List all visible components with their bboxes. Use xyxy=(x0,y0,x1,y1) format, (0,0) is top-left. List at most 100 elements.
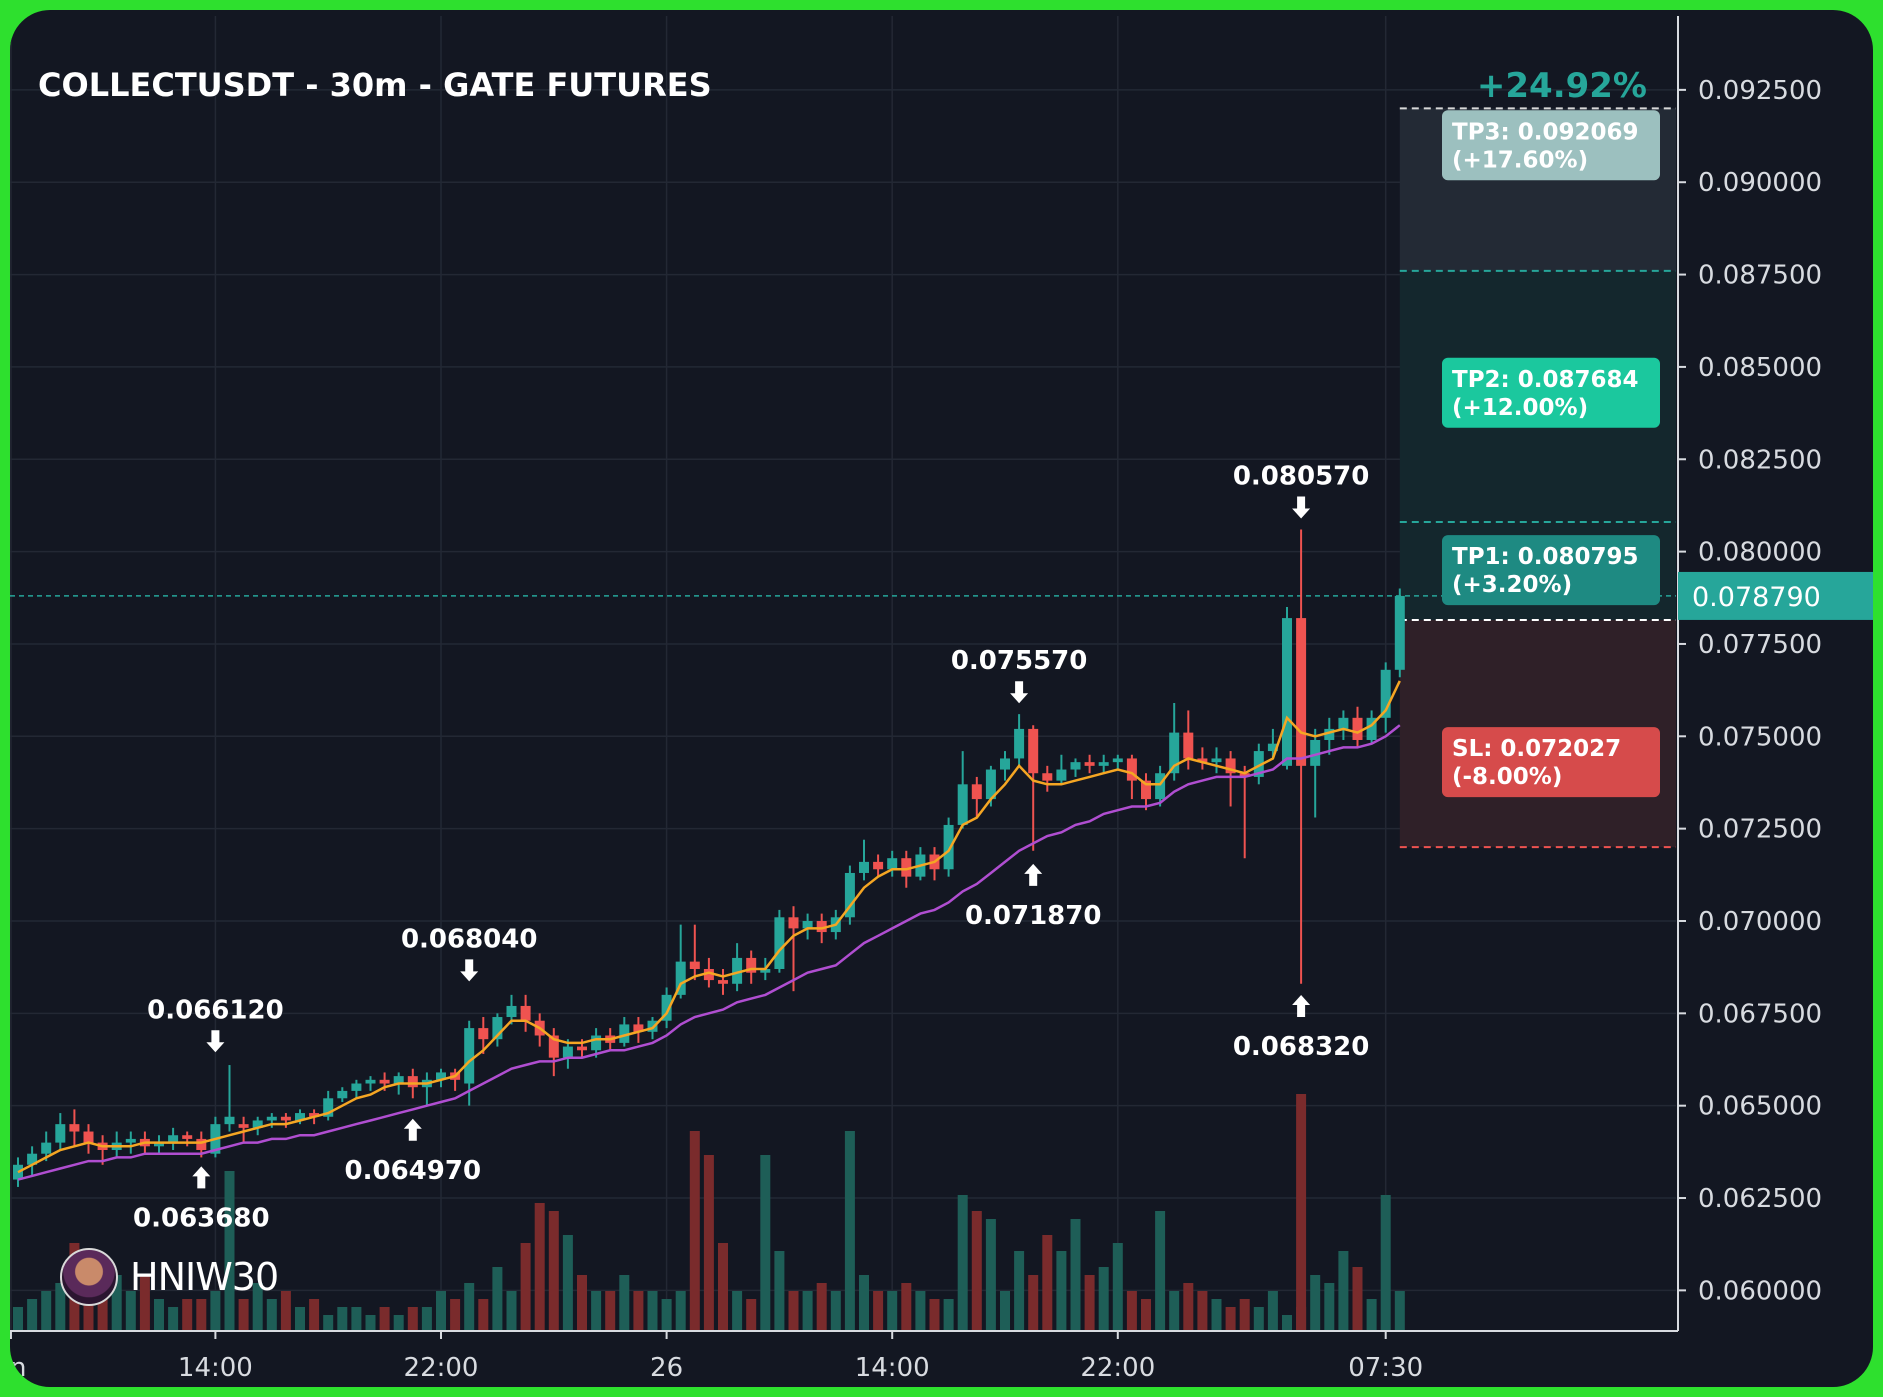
up-arrow-icon xyxy=(403,1118,422,1141)
volume-bar xyxy=(407,1307,418,1331)
volume-bar xyxy=(689,1131,700,1331)
volume-bar xyxy=(1197,1291,1208,1331)
up-arrow-icon xyxy=(1292,995,1311,1018)
price-tick-label: 0.072500 xyxy=(1698,815,1822,845)
target-badge-percent: (-8.00%) xyxy=(1452,764,1562,790)
candle-body xyxy=(337,1090,348,1099)
gain-label: +24.92% xyxy=(1477,66,1647,106)
time-tick-label: n xyxy=(10,1353,26,1383)
candle-body xyxy=(309,1113,320,1117)
low-price-label: 0.064970 xyxy=(345,1156,482,1186)
volume-bar xyxy=(873,1291,884,1331)
time-tick-label: 14:00 xyxy=(855,1353,930,1383)
volume-bar xyxy=(971,1211,982,1331)
candle-body xyxy=(1310,739,1321,766)
candle-body xyxy=(1056,769,1067,781)
high-price-label: 0.068040 xyxy=(401,924,538,954)
low-price-label: 0.068320 xyxy=(1233,1032,1370,1062)
candle-body xyxy=(633,1024,644,1032)
volume-bar xyxy=(1056,1251,1067,1331)
volume-bar xyxy=(139,1275,150,1331)
volume-bar xyxy=(703,1155,714,1331)
candle-body xyxy=(506,1005,517,1018)
chart-frame: 0.066120 0.063680 0.068040 0.064970 0.075570… xyxy=(10,10,1873,1387)
candle-body xyxy=(464,1028,475,1084)
volume-bar xyxy=(534,1203,545,1331)
candle-body xyxy=(1380,669,1391,718)
candle-body xyxy=(1225,758,1236,774)
target-badge xyxy=(1442,110,1660,181)
volume-bar xyxy=(182,1299,193,1331)
volume-bar xyxy=(41,1291,52,1331)
volume-bar xyxy=(1324,1283,1335,1331)
candle-body xyxy=(69,1124,80,1132)
volume-bars xyxy=(13,1094,1405,1331)
volume-bar xyxy=(1253,1307,1264,1331)
volume-bar xyxy=(111,1275,122,1331)
low-price-label: 0.063680 xyxy=(133,1203,270,1233)
volume-bar xyxy=(1084,1275,1095,1331)
candle-body xyxy=(1338,717,1349,729)
volume-bar xyxy=(1239,1299,1250,1331)
target-badge xyxy=(1442,357,1660,428)
current-price-tag xyxy=(1678,571,1873,620)
brand-name: HNIW30 xyxy=(130,1255,279,1299)
volume-bar xyxy=(774,1251,785,1331)
volume-bar xyxy=(464,1283,475,1331)
candle-body xyxy=(436,1072,446,1080)
candle-body xyxy=(27,1153,38,1165)
chart-grid xyxy=(10,16,1676,1331)
target-badge-label: SL: 0.072027 xyxy=(1452,736,1621,762)
time-tick-label: 26 xyxy=(650,1353,683,1383)
volume-bar xyxy=(760,1155,771,1331)
target-badge-percent: (+3.20%) xyxy=(1452,572,1572,598)
volume-bar xyxy=(492,1267,503,1331)
volume-bar xyxy=(252,1283,263,1331)
candle-body xyxy=(1324,728,1335,740)
candle-body xyxy=(732,957,743,984)
volume-bar xyxy=(830,1291,841,1331)
volume-bar xyxy=(1126,1291,1137,1331)
target-badge-label: TP3: 0.092069 xyxy=(1452,119,1639,145)
volume-bar xyxy=(746,1299,757,1331)
candle-body xyxy=(1098,762,1109,766)
candle-body xyxy=(323,1098,334,1117)
high-price-label: 0.080570 xyxy=(1233,462,1370,492)
volume-bar xyxy=(887,1291,898,1331)
target-badge-percent: (+12.00%) xyxy=(1452,395,1588,421)
candle-body xyxy=(1014,728,1025,759)
candle-body xyxy=(125,1138,136,1143)
volume-bar xyxy=(1296,1094,1307,1331)
candle-body xyxy=(971,784,982,800)
volume-bar xyxy=(1183,1283,1194,1331)
candle-body xyxy=(577,1046,587,1051)
candle-body xyxy=(985,769,996,800)
candle-body xyxy=(351,1083,362,1091)
volume-bar xyxy=(1042,1235,1053,1331)
candle-body xyxy=(520,1005,531,1021)
volume-bar xyxy=(605,1291,616,1331)
candle-body xyxy=(718,980,728,984)
volume-bar xyxy=(675,1291,686,1331)
price-tick-label: 0.075000 xyxy=(1698,722,1822,752)
volume-bar xyxy=(210,1291,221,1331)
candle-body xyxy=(844,872,855,918)
low-price-label: 0.071870 xyxy=(965,901,1102,931)
volume-bar xyxy=(1141,1299,1151,1331)
candle-body xyxy=(1282,618,1292,766)
candle-body xyxy=(1126,758,1137,781)
volume-bar xyxy=(633,1291,644,1331)
price-tick-label: 0.060000 xyxy=(1698,1276,1822,1306)
volume-bar xyxy=(1282,1315,1292,1331)
price-chart[interactable]: 0.066120 0.063680 0.068040 0.064970 0.075570… xyxy=(10,10,1873,1387)
candle-body xyxy=(1394,595,1405,670)
volume-bar xyxy=(718,1243,728,1331)
volume-bar xyxy=(125,1291,136,1331)
price-annotations: 0.066120 0.063680 0.068040 0.064970 0.075570… xyxy=(133,462,1369,1234)
candle-body xyxy=(1267,743,1278,752)
candle-body xyxy=(703,969,714,981)
candle-body xyxy=(816,920,827,933)
volume-bar xyxy=(732,1291,743,1331)
candle-body xyxy=(746,957,757,973)
volume-bar xyxy=(548,1211,559,1331)
